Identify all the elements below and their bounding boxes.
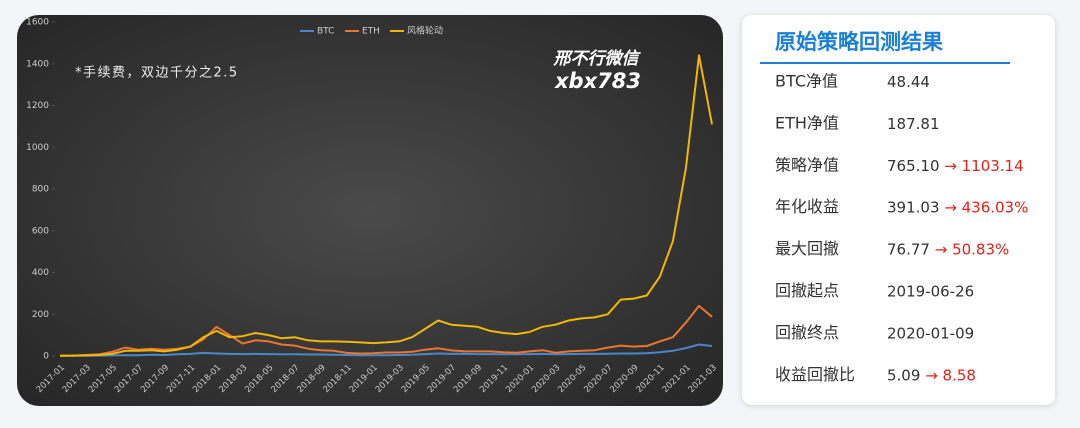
y-tick-label: 600 — [32, 226, 49, 236]
value: 2020-01-09 — [887, 324, 974, 342]
legend-label: BTC — [317, 27, 334, 37]
row-value: 2020-01-09 — [887, 324, 974, 342]
row-label: BTC净值 — [775, 72, 838, 91]
y-tick-label: 1600 — [26, 18, 49, 28]
watermark: 邢不行微信 — [553, 49, 642, 69]
row-label: 年化收益 — [775, 197, 839, 216]
value: 391.03 — [887, 198, 940, 216]
result-card — [742, 15, 1055, 405]
value: 5.09 — [887, 366, 920, 384]
result-rows: BTC净值 48.44 ETH净值 187.81 策略净值 765.10 → 1103.1… — [775, 72, 1028, 384]
improved-value: → 1103.14 — [944, 156, 1023, 174]
fee-note: *手续费，双边千分之2.5 — [75, 66, 239, 81]
y-tick-label: 1000 — [26, 143, 49, 153]
row-label: 策略净值 — [775, 155, 839, 174]
value: 187.81 — [887, 114, 940, 132]
improved-value: → 50.83% — [935, 240, 1010, 258]
value: 2019-06-26 — [887, 282, 974, 300]
row-value: 187.81 — [887, 114, 940, 132]
series-line — [59, 304, 713, 357]
y-tick-label: 1200 — [26, 101, 49, 111]
row-label: 回撤起点 — [775, 281, 839, 300]
value: 76.77 — [887, 240, 930, 258]
row-label: 最大回撤 — [775, 239, 839, 258]
row-value: 48.44 — [887, 73, 930, 91]
y-tick-label: 400 — [32, 268, 49, 278]
row-label: 回撤终点 — [775, 323, 839, 342]
row-value: 76.77 → 50.83% — [887, 240, 1009, 258]
improved-value: → 436.03% — [944, 198, 1028, 216]
watermark: xbx783 — [554, 69, 641, 93]
legend-label: ETH — [362, 27, 380, 37]
series-line — [59, 54, 713, 357]
y-tick-label: 200 — [32, 310, 49, 320]
row-value: 5.09 → 8.58 — [887, 366, 976, 384]
row-value: 765.10 → 1103.14 — [887, 156, 1024, 174]
improved-value: → 8.58 — [925, 366, 976, 384]
legend-label: 风格轮动 — [407, 25, 443, 37]
y-tick-label: 800 — [32, 185, 49, 195]
row-value: 2019-06-26 — [887, 282, 974, 300]
card-title: 原始策略回测结果 — [775, 30, 943, 54]
value: 48.44 — [887, 73, 930, 91]
row-value: 391.03 → 436.03% — [887, 198, 1028, 216]
row-label: 收益回撤比 — [775, 365, 855, 384]
series-line — [60, 343, 713, 357]
y-tick-label: 0 — [43, 352, 49, 362]
row-label: ETH净值 — [775, 113, 839, 132]
chart-panel — [17, 15, 723, 406]
value: 765.10 — [887, 156, 940, 174]
y-tick-label: 1400 — [26, 59, 49, 69]
